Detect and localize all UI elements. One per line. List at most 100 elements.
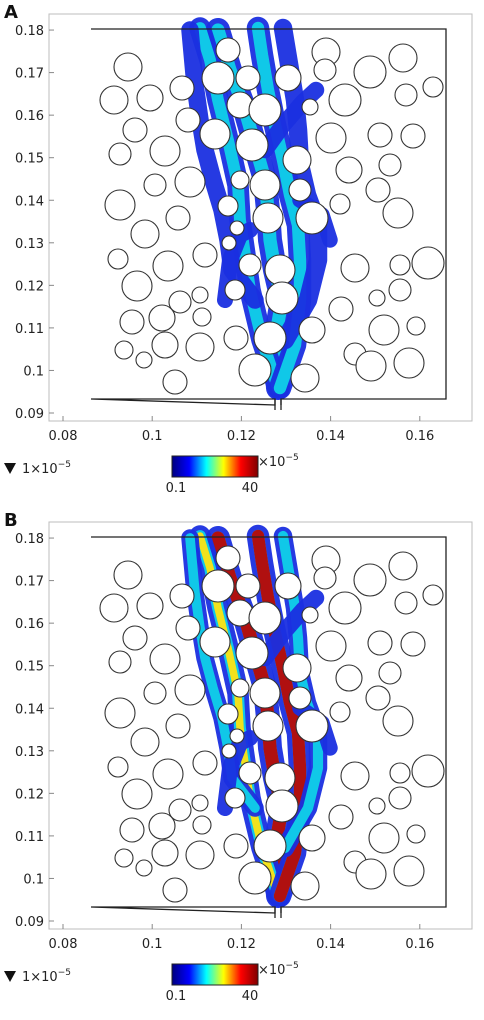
grain-circle (185, 332, 215, 362)
grain-circle (328, 83, 362, 117)
grain-circle (136, 84, 164, 112)
colorbar: 0.1 40 ×10−5 (166, 961, 299, 1004)
grain-circle (149, 643, 181, 675)
grain-circle (290, 363, 320, 393)
grain-circle (229, 220, 245, 236)
grain-circle (340, 253, 370, 283)
y-tick-label: 0.15 (15, 152, 44, 167)
colorbar: 0.1 40 ×10−5 (166, 453, 299, 496)
grain-circle (114, 848, 134, 868)
grain-circle (174, 166, 206, 198)
grain-circle (152, 758, 184, 790)
grain-circle (221, 235, 237, 251)
grain-circle (253, 321, 287, 355)
y-tick-label: 0.13 (15, 745, 44, 760)
grain-circle (394, 591, 418, 615)
y-tick-label: 0.1 (23, 872, 44, 887)
arrow-icon (4, 971, 16, 982)
grain-circle (422, 584, 444, 606)
grain-circle (406, 316, 426, 336)
grain-circle (130, 727, 160, 757)
y-tick-label: 0.11 (15, 830, 44, 845)
grain-circle (264, 254, 296, 286)
grain-circle (215, 545, 241, 571)
arrow-legend: 1×10−5 (4, 460, 71, 477)
grain-circle (148, 304, 176, 332)
grain-circle (162, 369, 188, 395)
grain-circle (393, 347, 425, 379)
grain-circle (315, 630, 347, 662)
grain-circle (274, 572, 302, 600)
grain-circle (313, 566, 337, 590)
y-tick-label: 0.12 (15, 787, 44, 802)
grain-circle (389, 254, 411, 276)
grain-circle (148, 812, 176, 840)
arrow-label: 1×10−5 (22, 460, 71, 477)
y-tick-label: 0.15 (15, 660, 44, 675)
grain-circle (199, 118, 231, 150)
y-tick-label: 0.13 (15, 237, 44, 252)
flow-channel (256, 589, 325, 667)
grain-circle (288, 178, 312, 202)
grain-circle (315, 122, 347, 154)
grain-circle (249, 677, 281, 709)
arrow-icon (4, 463, 16, 474)
grain-circle (353, 563, 387, 597)
grain-circle (335, 156, 363, 184)
grain-circle (264, 762, 296, 794)
grain-circle (119, 817, 145, 843)
y-axis: 0.09 0.1 0.11 0.12 0.13 0.14 0.15 0.16 0.17 0.18 (15, 532, 54, 930)
grain-circle (265, 789, 299, 823)
grain-circle (224, 279, 246, 301)
grain-circle (169, 583, 195, 609)
grain-circle (104, 189, 136, 221)
grain-circle (389, 762, 411, 784)
grain-circle (223, 325, 249, 351)
grain-circle (230, 678, 250, 698)
x-tick-label: 0.08 (49, 937, 78, 952)
grain-circle (422, 76, 444, 98)
grain-circle (99, 85, 129, 115)
obstacles (99, 37, 445, 395)
grain-circle (168, 290, 192, 314)
colorbar-gradient (171, 963, 259, 986)
grain-circle (274, 64, 302, 92)
grain-circle (394, 83, 418, 107)
grain-circle (406, 824, 426, 844)
grain-circle (162, 877, 188, 903)
grain-circle (400, 123, 426, 149)
arrow-label-exp: −5 (58, 968, 71, 978)
grain-circle (282, 145, 312, 175)
grain-circle (121, 778, 153, 810)
grain-circle (367, 122, 393, 148)
grain-circle (328, 804, 354, 830)
x-tick-label: 0.1 (142, 937, 163, 952)
y-tick-label: 0.11 (15, 322, 44, 337)
panel-letter: A (4, 2, 18, 23)
grain-circle (238, 761, 262, 785)
grain-circle (368, 289, 386, 307)
grain-circle (282, 653, 312, 683)
x-tick-label: 0.14 (316, 937, 345, 952)
grain-circle (301, 606, 319, 624)
grain-circle (136, 592, 164, 620)
grain-circle (122, 117, 148, 143)
grain-circle (313, 58, 337, 82)
y-tick-label: 0.09 (15, 407, 44, 422)
grain-circle (382, 705, 414, 737)
grain-circle (238, 253, 262, 277)
grain-circle (151, 331, 179, 359)
colorbar-min-label: 0.1 (166, 989, 187, 1004)
grain-circle (199, 626, 231, 658)
plot-b: 0.090.10.110.120.130.140.150.160.170.180… (4, 521, 473, 1004)
grain-circle (168, 798, 192, 822)
grain-circle (248, 93, 282, 127)
grain-circle (191, 794, 209, 812)
grain-circle (217, 195, 239, 217)
grain-circle (192, 307, 212, 327)
y-tick-label: 0.17 (15, 67, 44, 82)
grain-circle (353, 55, 387, 89)
grain-circle (295, 201, 329, 235)
grain-circle (107, 248, 129, 270)
panel-a: A 0.09 0.1 0.11 0.12 0.13 0.14 0.15 0.16 0.17 0.1… (0, 0, 484, 508)
